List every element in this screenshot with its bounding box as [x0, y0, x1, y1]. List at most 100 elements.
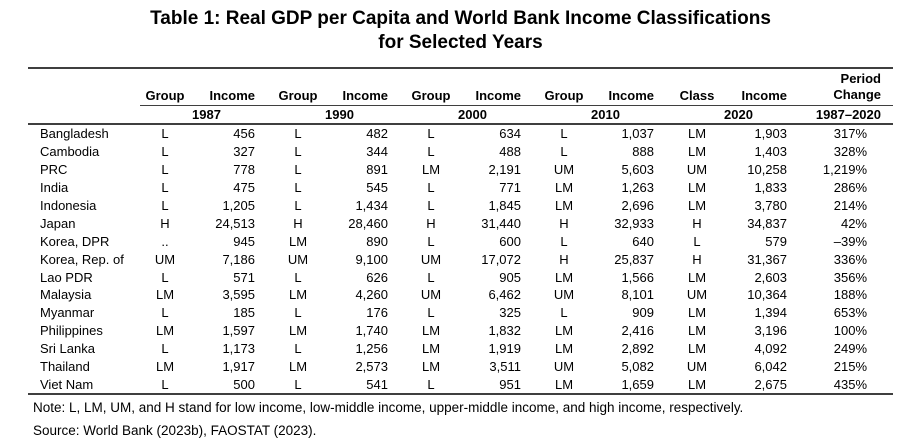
income-cell: 3,780: [754, 198, 787, 213]
group-cell: L: [560, 233, 568, 249]
change-cell: 286%: [833, 180, 867, 196]
group-cell: LM: [554, 269, 574, 285]
table-title: Table 1: Real GDP per Capita and World B…: [0, 0, 921, 55]
change-cell: 42%: [840, 215, 867, 231]
group-cell: UM: [686, 287, 708, 303]
table-row: Philippines LM 1,597 LM 1,740 LM 1,832 LM 2,416 L…: [28, 322, 893, 340]
income-cell: 17,072: [481, 251, 521, 267]
group-cell: LM: [421, 341, 441, 357]
income-cell: 176: [366, 305, 388, 321]
income-column-header: Income: [456, 68, 539, 106]
income-cell: 1,832: [488, 323, 521, 339]
income-cell: 945: [233, 233, 255, 249]
group-cell: H: [692, 215, 702, 231]
table-row: Thailand LM 1,917 LM 2,573 LM 3,511 UM 5,082 UM 6,…: [28, 358, 893, 376]
group-cell: L: [161, 180, 169, 196]
table-row: Japan H 24,513 H 28,460 H 31,440 H 32,933 H 34,837…: [28, 214, 893, 232]
table-row: Indonesia L 1,205 L 1,434 L 1,845 LM 2,696 LM 3,78…: [28, 197, 893, 215]
income-cell: 1,037: [621, 126, 654, 142]
income-cell: 600: [499, 233, 521, 249]
income-cell: 25,837: [614, 251, 654, 267]
table-header: Group Income Group Income Group Income G…: [28, 68, 893, 125]
income-cell: 9,100: [355, 251, 388, 267]
table-row: PRC L 778 L 891 LM 2,191 UM 5,603 UM 10,258 1,219%: [28, 161, 893, 179]
group-cell: L: [294, 305, 302, 321]
group-cell: L: [427, 305, 435, 321]
group-cell: LM: [288, 323, 308, 339]
group-cell: L: [161, 198, 169, 213]
income-cell: 475: [233, 180, 255, 196]
group-cell: LM: [554, 323, 574, 339]
group-cell: UM: [420, 287, 442, 303]
group-cell: UM: [553, 359, 575, 375]
group-cell: UM: [553, 162, 575, 178]
income-cell: 891: [366, 162, 388, 178]
group-cell: L: [161, 126, 169, 142]
group-cell: L: [427, 180, 435, 196]
change-cell: 100%: [833, 323, 867, 339]
income-cell: 890: [366, 233, 388, 249]
group-cell: L: [161, 341, 169, 357]
income-cell: 888: [632, 144, 654, 160]
group-cell: UM: [287, 251, 309, 267]
group-cell: H: [426, 215, 436, 231]
group-cell: LM: [288, 287, 308, 303]
group-cell: LM: [155, 287, 175, 303]
income-cell: 1,403: [754, 144, 787, 160]
group-cell: LM: [687, 198, 707, 213]
change-cell: 336%: [833, 251, 867, 267]
income-cell: 2,416: [621, 323, 654, 339]
group-cell: L: [560, 144, 568, 160]
group-cell: LM: [288, 359, 308, 375]
income-cell: 3,196: [754, 323, 787, 339]
change-cell: 214%: [833, 198, 867, 213]
group-cell: LM: [687, 323, 707, 339]
income-cell: 185: [233, 305, 255, 321]
income-cell: 488: [499, 144, 521, 160]
table-row: India L 475 L 545 L 771 LM 1,263 LM 1,833 286%: [28, 179, 893, 197]
group-cell: L: [294, 162, 302, 178]
income-cell: 2,573: [355, 359, 388, 375]
income-cell: 541: [323, 375, 406, 396]
group-cell: L: [140, 375, 190, 396]
income-cell: 905: [499, 269, 521, 285]
income-cell: 5,082: [621, 359, 654, 375]
country-cell: Cambodia: [40, 144, 100, 160]
group-cell: L: [294, 269, 302, 285]
change-cell: 1,219%: [822, 162, 867, 178]
group-cell: UM: [154, 251, 176, 267]
table-row: Malaysia LM 3,595 LM 4,260 UM 6,462 UM 8,101 UM 10…: [28, 286, 893, 304]
year-header-period-range: 1987–2020: [805, 105, 893, 125]
income-cell: 3,595: [222, 287, 255, 303]
group-column-header: Group: [140, 68, 190, 106]
income-cell: 7,186: [222, 251, 255, 267]
country-cell: Myanmar: [40, 305, 95, 321]
table-row: Viet Nam L 500 L 541 L 951 LM 1,659 LM 2,675 435%: [28, 375, 893, 396]
table-row: Cambodia L 327 L 344 L 488 L 888 LM 1,403 328%: [28, 143, 893, 161]
income-cell: 500: [190, 375, 273, 396]
group-cell: LM: [687, 269, 707, 285]
income-column-header: Income: [190, 68, 273, 106]
income-cell: 1,434: [355, 198, 388, 213]
change-cell: 249%: [833, 341, 867, 357]
income-cell: 1,566: [621, 269, 654, 285]
group-cell: UM: [686, 359, 708, 375]
income-cell: 545: [366, 180, 388, 196]
group-cell: LM: [687, 305, 707, 321]
group-cell: H: [692, 251, 702, 267]
income-cell: 2,603: [754, 269, 787, 285]
group-cell: LM: [554, 180, 574, 196]
income-column-header: Income: [589, 68, 672, 106]
income-column-header: Income: [722, 68, 805, 106]
income-cell: 5,603: [621, 162, 654, 178]
country-cell: Philippines: [40, 323, 103, 339]
income-cell: 482: [366, 126, 388, 142]
change-cell: 435%: [805, 375, 893, 396]
income-cell: 3,511: [489, 359, 521, 375]
country-cell: Malaysia: [40, 287, 92, 303]
country-cell: Sri Lanka: [40, 341, 95, 357]
table-row: Myanmar L 185 L 176 L 325 L 909 LM 1,394 653%: [28, 304, 893, 322]
table-row: Lao PDR L 571 L 626 L 905 LM 1,566 LM 2,603 356%: [28, 268, 893, 286]
class-column-header: Class: [672, 68, 722, 106]
income-cell: 32,933: [614, 215, 654, 231]
